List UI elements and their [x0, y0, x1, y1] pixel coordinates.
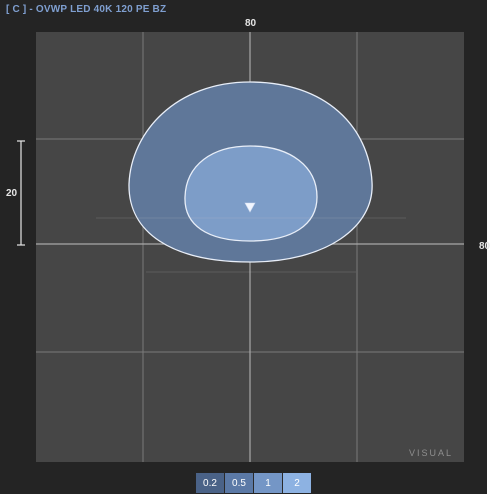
fixture-marker-icon	[244, 202, 256, 213]
right-dimension-label: 80	[479, 241, 491, 252]
watermark: VISUAL	[409, 448, 454, 458]
legend-label: 2	[294, 477, 300, 489]
faint-guides	[96, 217, 406, 273]
legend-swatch-0: 0.2	[196, 473, 225, 493]
legend-label: 0.5	[232, 477, 246, 489]
window-title: [ C ] - OVWP LED 40K 120 PE BZ	[6, 4, 167, 15]
isolux-plot[interactable]	[36, 32, 464, 462]
top-dimension-label: 80	[245, 18, 257, 29]
isolux-contour-inner	[184, 145, 318, 242]
scale-label: 20	[6, 188, 18, 199]
legend-swatch-2: 1	[254, 473, 283, 493]
legend-label: 1	[265, 477, 271, 489]
illuminance-legend: 0.2 0.5 1 2	[196, 473, 311, 493]
legend-swatch-3: 2	[283, 473, 311, 493]
scale-bar	[17, 140, 25, 246]
legend-label: 0.2	[203, 477, 217, 489]
legend-swatch-1: 0.5	[225, 473, 254, 493]
